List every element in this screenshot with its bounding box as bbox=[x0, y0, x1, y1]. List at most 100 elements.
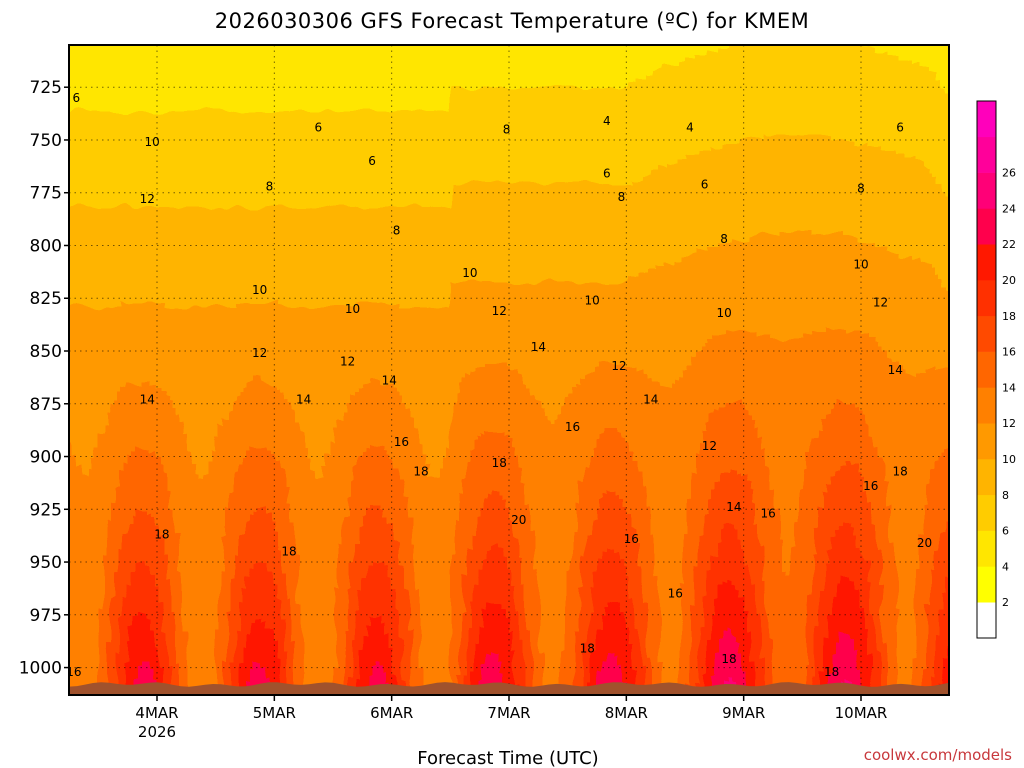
field-cell bbox=[143, 403, 148, 408]
field-cell bbox=[71, 191, 76, 196]
field-cell bbox=[83, 479, 88, 484]
field-cell bbox=[131, 103, 136, 108]
field-cell bbox=[91, 295, 96, 300]
field-cell bbox=[59, 47, 63, 51]
field-cell bbox=[175, 271, 180, 276]
field-cell bbox=[119, 699, 123, 703]
field-cell bbox=[95, 587, 100, 592]
field-cell bbox=[143, 123, 148, 128]
field-cell bbox=[119, 327, 124, 332]
field-cell bbox=[75, 503, 80, 508]
field-cell bbox=[119, 207, 124, 212]
field-cell bbox=[135, 207, 140, 212]
field-cell bbox=[75, 391, 80, 396]
field-cell bbox=[175, 323, 180, 328]
field-cell bbox=[107, 115, 112, 120]
field-cell bbox=[135, 295, 140, 300]
field-cell bbox=[163, 519, 168, 524]
field-cell bbox=[175, 175, 180, 180]
field-cell bbox=[111, 515, 116, 520]
field-cell bbox=[171, 115, 176, 120]
field-cell bbox=[143, 299, 148, 304]
field-cell bbox=[87, 215, 92, 220]
field-cell bbox=[63, 171, 67, 175]
field-cell bbox=[79, 171, 84, 176]
field-cell bbox=[143, 503, 148, 508]
field-cell bbox=[99, 631, 104, 636]
field-cell bbox=[63, 503, 67, 507]
field-cell bbox=[91, 243, 96, 248]
field-cell bbox=[131, 627, 136, 632]
field-cell bbox=[151, 519, 156, 524]
field-cell bbox=[107, 367, 112, 372]
field-cell bbox=[163, 643, 168, 648]
field-cell bbox=[147, 71, 152, 76]
field-cell bbox=[127, 423, 132, 428]
field-cell bbox=[79, 503, 84, 508]
field-cell bbox=[163, 139, 168, 144]
field-cell bbox=[63, 123, 67, 127]
field-cell bbox=[91, 423, 96, 428]
field-cell bbox=[75, 471, 80, 476]
field-cell bbox=[115, 259, 120, 264]
field-cell bbox=[115, 159, 120, 164]
field-cell bbox=[131, 279, 136, 284]
field-cell bbox=[119, 263, 124, 268]
field-cell bbox=[167, 399, 172, 404]
field-cell bbox=[69, 47, 72, 52]
field-cell bbox=[83, 143, 88, 148]
field-cell bbox=[79, 535, 84, 540]
field-cell bbox=[155, 167, 160, 172]
field-cell bbox=[111, 87, 116, 92]
field-cell bbox=[83, 151, 88, 156]
field-cell bbox=[59, 51, 63, 55]
chart-title: 2026030306 GFS Forecast Temperature (ºC)… bbox=[215, 9, 809, 33]
field-cell bbox=[91, 435, 96, 440]
field-cell bbox=[123, 155, 128, 160]
field-cell bbox=[163, 647, 168, 652]
field-cell bbox=[123, 147, 128, 152]
field-cell bbox=[79, 255, 84, 260]
field-cell bbox=[123, 259, 128, 264]
field-cell bbox=[171, 287, 176, 292]
field-cell bbox=[143, 139, 148, 144]
field-cell bbox=[95, 611, 100, 616]
field-cell bbox=[147, 379, 152, 384]
field-cell bbox=[69, 623, 72, 628]
field-cell bbox=[159, 291, 164, 296]
field-cell bbox=[171, 195, 176, 200]
field-cell bbox=[107, 451, 112, 456]
field-cell bbox=[87, 291, 92, 296]
field-cell bbox=[171, 579, 176, 584]
field-cell bbox=[69, 675, 72, 680]
field-cell bbox=[95, 607, 100, 612]
field-cell bbox=[111, 511, 116, 516]
field-cell bbox=[139, 167, 144, 172]
field-cell bbox=[143, 191, 148, 196]
field-cell bbox=[91, 579, 96, 584]
field-cell bbox=[151, 71, 156, 76]
field-cell bbox=[83, 259, 88, 264]
field-cell bbox=[103, 623, 108, 628]
field-cell bbox=[119, 435, 124, 440]
field-cell bbox=[171, 431, 176, 436]
field-cell bbox=[91, 431, 96, 436]
field-cell bbox=[163, 135, 168, 140]
field-cell bbox=[171, 119, 176, 124]
field-cell bbox=[147, 383, 152, 388]
field-cell bbox=[151, 167, 156, 172]
field-cell bbox=[159, 499, 164, 504]
field-cell bbox=[143, 627, 148, 632]
field-cell bbox=[163, 127, 168, 132]
field-cell bbox=[111, 591, 116, 596]
field-cell bbox=[167, 375, 172, 380]
field-cell bbox=[159, 115, 164, 120]
field-cell bbox=[147, 371, 152, 376]
field-cell bbox=[151, 279, 156, 284]
field-cell bbox=[95, 543, 100, 548]
field-cell bbox=[155, 607, 160, 612]
field-cell bbox=[147, 211, 152, 216]
field-cell bbox=[147, 67, 152, 72]
field-cell bbox=[147, 331, 152, 336]
field-cell bbox=[71, 611, 76, 616]
